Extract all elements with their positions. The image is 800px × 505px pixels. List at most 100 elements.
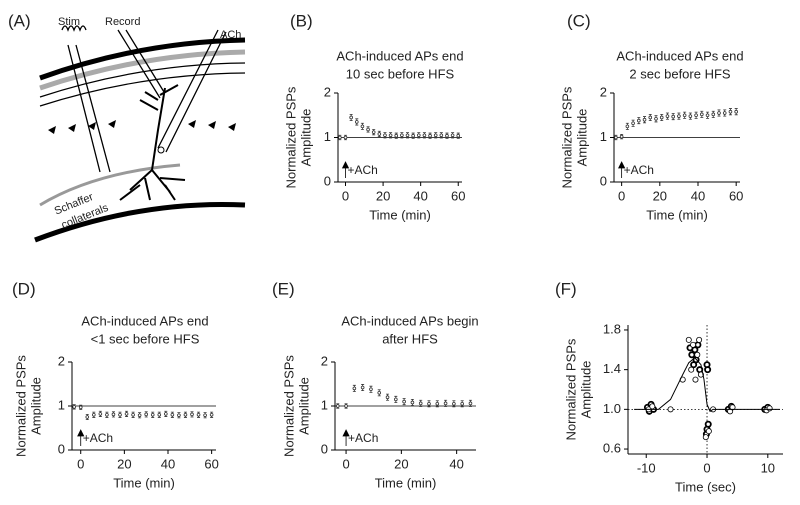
point <box>383 133 387 138</box>
ach-arrow <box>77 429 85 446</box>
point <box>433 133 438 138</box>
point <box>422 133 427 138</box>
y-axis-label: Normalized PSPs <box>559 86 574 188</box>
layer-band <box>39 49 246 91</box>
point <box>410 400 415 405</box>
point <box>445 133 449 138</box>
point <box>418 401 423 406</box>
point <box>690 341 697 348</box>
y-tick-label: 2 <box>600 84 607 99</box>
point <box>416 133 421 138</box>
y-tick-label: 0.6 <box>603 440 621 455</box>
x-tick-label: 60 <box>451 188 465 203</box>
y-axis-label: Amplitude <box>296 377 311 435</box>
annotation: +ACh <box>624 163 654 177</box>
x-tick-label: 0 <box>618 188 625 203</box>
point <box>649 403 656 410</box>
point <box>402 399 406 404</box>
point <box>85 415 90 419</box>
point <box>654 117 658 121</box>
pyramidal-row <box>48 120 236 134</box>
panel-label: (F) <box>555 279 577 298</box>
y-axis-label: Normalized PSPs <box>13 355 28 457</box>
x-tick-label: 60 <box>729 188 743 203</box>
point <box>439 133 444 138</box>
point <box>369 387 373 392</box>
point <box>98 412 103 416</box>
x-axis-label: Time (min) <box>113 475 175 490</box>
point <box>671 114 675 119</box>
neuron <box>119 84 186 201</box>
y-tick-label: 0 <box>321 441 328 456</box>
point <box>450 133 455 138</box>
point <box>637 118 641 123</box>
layer-border <box>39 37 246 81</box>
point <box>196 412 201 417</box>
point <box>619 134 624 139</box>
point <box>111 412 116 417</box>
annotation: +ACh <box>83 431 113 445</box>
point <box>209 412 214 417</box>
point <box>183 412 188 417</box>
diagram-label: ACh <box>220 29 241 41</box>
annotation: +ACh <box>348 431 378 445</box>
y-axis-label: Normalized PSPs <box>283 86 298 188</box>
point <box>468 401 473 406</box>
x-tick-label: 60 <box>204 456 218 471</box>
diagram-label: Record <box>105 16 140 28</box>
point <box>352 386 357 391</box>
x-tick-label: 20 <box>394 456 408 471</box>
y-tick-label: 1 <box>321 397 328 412</box>
y-tick-label: 1 <box>324 129 331 144</box>
chart-title: ACh-induced APs end <box>616 48 743 63</box>
point <box>203 413 207 418</box>
layer-line <box>39 72 246 107</box>
point <box>443 401 448 406</box>
point <box>349 115 353 120</box>
point <box>137 413 142 418</box>
point <box>642 117 647 122</box>
point <box>625 124 630 129</box>
point <box>335 404 340 408</box>
x-axis-label: Time (min) <box>375 475 437 490</box>
y-axis-label: Amplitude <box>574 109 589 167</box>
point <box>456 133 461 138</box>
point <box>427 401 431 406</box>
point <box>648 115 653 120</box>
stim-coil <box>61 25 87 32</box>
y-axis-label: Amplitude <box>298 109 313 167</box>
point <box>734 109 738 114</box>
hippocampus-diagram <box>34 25 246 243</box>
point <box>360 124 365 129</box>
fit-curve <box>634 357 780 413</box>
point <box>700 112 704 117</box>
point <box>694 351 701 358</box>
x-axis-label: Time (min) <box>646 207 708 222</box>
point <box>131 412 135 417</box>
point <box>704 366 712 374</box>
point <box>631 121 635 126</box>
x-tick-label: -10 <box>637 460 656 475</box>
x-tick-label: 40 <box>691 188 705 203</box>
point <box>405 133 410 138</box>
y-tick-label: 0 <box>324 173 331 188</box>
chart-title: ACh-induced APs end <box>336 48 463 63</box>
panel-label: (B) <box>290 11 313 30</box>
point <box>665 114 670 118</box>
point <box>722 111 727 115</box>
point <box>694 341 702 349</box>
point <box>705 428 712 435</box>
panel-label: (C) <box>567 11 591 30</box>
x-tick-label: 0 <box>342 456 349 471</box>
pipette-tip <box>157 146 165 154</box>
y-tick-label: 0 <box>58 441 65 456</box>
point <box>124 412 129 416</box>
y-tick-label: 1.4 <box>603 361 621 376</box>
point <box>696 336 703 343</box>
point <box>366 127 370 132</box>
schaffer-path <box>39 163 181 207</box>
y-tick-label: 1.0 <box>603 401 621 416</box>
diagram-label: Stim <box>58 16 80 28</box>
